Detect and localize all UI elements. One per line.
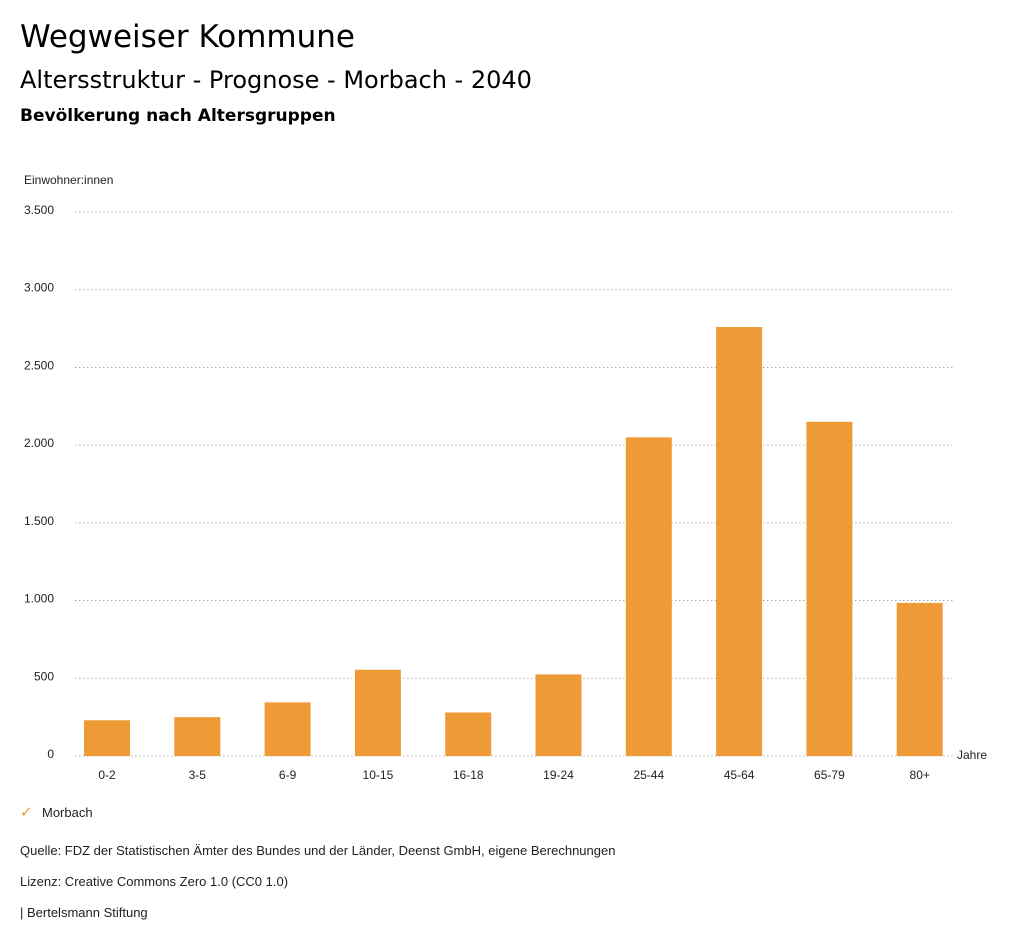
license-note: Lizenz: Creative Commons Zero 1.0 (CC0 1…: [20, 874, 289, 889]
chart-subtitle: Altersstruktur - Prognose - Morbach - 20…: [20, 66, 532, 94]
bar-3-5[interactable]: [174, 717, 221, 756]
x-tick-label: 10-15: [363, 768, 394, 782]
x-tick-label: 6-9: [279, 768, 297, 782]
check-icon: ✓: [20, 804, 33, 821]
chart-section-title: Bevölkerung nach Altersgruppen: [20, 106, 336, 126]
y-tick-label: 2.000: [24, 436, 54, 450]
bar-chart: Einwohner:innen 0 500 1.000 1.500 2.000 2.500…: [24, 173, 987, 782]
y-tick-label: 3.500: [24, 203, 54, 217]
x-tick-label: 80+: [910, 768, 930, 782]
x-tick-label: 19-24: [543, 768, 574, 782]
x-axis-label: Jahre: [957, 748, 987, 762]
bar-0-2[interactable]: [84, 720, 130, 756]
x-tick-label: 16-18: [453, 768, 484, 782]
y-tick-label: 3.000: [24, 281, 54, 295]
publisher-note: | Bertelsmann Stiftung: [20, 905, 148, 920]
bars: [84, 327, 943, 756]
bar-65-79[interactable]: [806, 421, 853, 756]
x-tick-label: 65-79: [814, 768, 845, 782]
x-tick-label: 45-64: [724, 768, 755, 782]
legend-label: Morbach: [42, 804, 93, 820]
bar-25-44[interactable]: [625, 437, 672, 756]
y-tick-label: 2.500: [24, 358, 54, 372]
y-tick-label: 500: [34, 669, 54, 683]
bar-10-15[interactable]: [354, 669, 401, 756]
y-tick-label: 1.000: [24, 592, 54, 606]
x-tick-label: 0-2: [98, 768, 116, 782]
legend-item-morbach[interactable]: ✓ Morbach: [20, 802, 93, 822]
x-tick-label: 3-5: [189, 768, 207, 782]
x-axis-ticks: 0-2 3-5 6-9 10-15 16-18 19-24 25-44 45-64 65-79 8…: [98, 768, 930, 782]
y-tick-label: 1.500: [24, 514, 54, 528]
bar-80+[interactable]: [896, 602, 943, 756]
bar-45-64[interactable]: [716, 327, 763, 756]
bar-19-24[interactable]: [535, 674, 582, 756]
y-axis-ticks: 0 500 1.000 1.500 2.000 2.500 3.000 3.500: [24, 203, 54, 761]
bar-16-18[interactable]: [445, 712, 492, 756]
source-note: Quelle: FDZ der Statistischen Ämter des …: [20, 843, 616, 858]
y-axis-label: Einwohner:innen: [24, 173, 113, 187]
page-title: Wegweiser Kommune: [20, 19, 355, 55]
x-tick-label: 25-44: [633, 768, 664, 782]
bar-6-9[interactable]: [264, 702, 311, 756]
y-tick-label: 0: [47, 747, 54, 761]
